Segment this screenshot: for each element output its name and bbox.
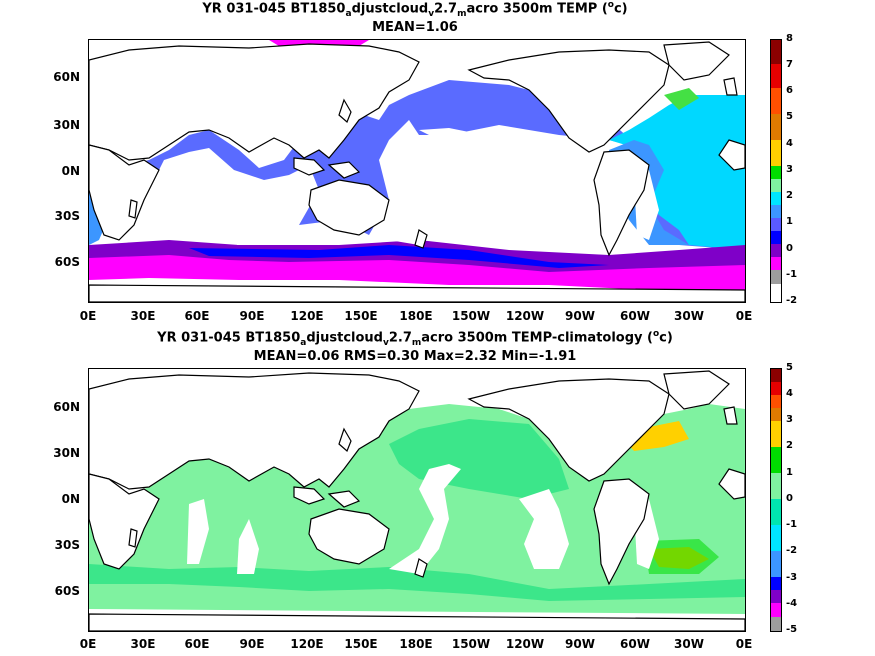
x-tick-label: 90E	[239, 309, 265, 323]
colorbar-tick-label: 5	[786, 111, 793, 122]
panel2-map	[88, 368, 746, 632]
panel1-map	[88, 39, 746, 303]
x-tick-label: 150W	[451, 637, 491, 651]
colorbar-tick-label: 8	[786, 33, 793, 44]
colorbar-tick-label: -2	[786, 545, 798, 556]
y-tick-label: 60S	[54, 255, 80, 269]
x-tick-label: 150E	[344, 637, 378, 651]
x-tick-label: 60E	[184, 637, 210, 651]
x-tick-label: 180E	[399, 309, 433, 323]
colorbar-tick-label: -4	[786, 598, 798, 609]
ridge-gap	[419, 128, 469, 140]
x-tick-label: 30W	[674, 637, 704, 651]
anomaly-fill-yellow	[619, 421, 689, 451]
colorbar-tick-label: 7	[786, 59, 793, 70]
panel2-title: YR 031-045 BT1850adjustcloudv2.7macro 35…	[157, 329, 673, 348]
x-tick-label: 120W	[505, 637, 545, 651]
anomaly-fill-darkgreen	[644, 539, 719, 574]
continents	[89, 370, 745, 631]
x-tick-label: 90W	[565, 637, 595, 651]
ridge-gap	[389, 464, 461, 574]
x-tick-label: 150W	[451, 309, 491, 323]
colorbar-tick-label: 1	[786, 216, 793, 227]
y-tick-label: 30S	[54, 209, 80, 223]
colorbar-tick-label: 4	[786, 388, 793, 399]
x-tick-label: 0E	[79, 637, 97, 651]
y-tick-label: 0N	[61, 164, 80, 178]
north-atlantic-green	[664, 88, 699, 110]
panel2-stats: MEAN=0.06 RMS=0.30 Max=2.32 Min=-1.91	[253, 349, 577, 364]
y-tick-label: 60N	[53, 70, 80, 84]
colorbar-tick-label: 3	[786, 414, 793, 425]
colorbar-tick-label: 0	[786, 243, 793, 254]
ridge-gap	[187, 499, 209, 564]
colorbar-tick-label: 2	[786, 440, 793, 451]
panel1-title: YR 031-045 BT1850adjustcloudv2.7macro 35…	[202, 0, 628, 19]
colorbar-tick-label: 0	[786, 493, 793, 504]
x-tick-label: 120W	[505, 309, 545, 323]
x-tick-label: 0E	[735, 637, 753, 651]
y-tick-label: 60N	[53, 400, 80, 414]
colorbar-tick-label: 4	[786, 138, 793, 149]
atlantic-fill-cyan	[609, 95, 745, 250]
panel1-colorbar	[770, 39, 782, 303]
x-tick-label: 90E	[239, 637, 265, 651]
colorbar-tick-label: 1	[786, 467, 793, 478]
y-tick-label: 30S	[54, 538, 80, 552]
southern-ocean-magenta	[89, 255, 745, 290]
continents	[89, 41, 745, 302]
x-tick-label: 0E	[735, 309, 753, 323]
x-tick-label: 60W	[620, 309, 650, 323]
colorbar-tick-label: 6	[786, 85, 793, 96]
y-tick-label: 30N	[53, 446, 80, 460]
y-tick-label: 60S	[54, 584, 80, 598]
x-tick-label: 30W	[674, 309, 704, 323]
x-tick-label: 0E	[79, 309, 97, 323]
colorbar-tick-label: -1	[786, 269, 798, 280]
southern-ocean-dark-blue	[189, 245, 609, 268]
y-tick-label: 30N	[53, 118, 80, 132]
ridge-gap	[237, 190, 259, 245]
colorbar-tick-label: -2	[786, 295, 798, 306]
ridge-gap	[389, 135, 461, 245]
colorbar-tick-label: 3	[786, 164, 793, 175]
colorbar-tick-label: 5	[786, 362, 793, 373]
panel1-stats: MEAN=1.06	[372, 20, 458, 35]
ridge-gap	[519, 489, 569, 569]
x-tick-label: 60W	[620, 637, 650, 651]
x-tick-label: 120E	[290, 309, 324, 323]
x-tick-label: 90W	[565, 309, 595, 323]
colorbar-tick-label: -5	[786, 624, 798, 635]
x-tick-label: 30E	[130, 637, 156, 651]
panel2-colorbar	[770, 368, 782, 632]
x-tick-label: 120E	[290, 637, 324, 651]
colorbar-tick-label: -3	[786, 572, 798, 583]
colorbar-tick-label: 2	[786, 190, 793, 201]
x-tick-label: 180E	[399, 637, 433, 651]
ridge-gap	[187, 170, 209, 235]
ridge-gap	[519, 160, 569, 240]
x-tick-label: 30E	[130, 309, 156, 323]
ridge-gap	[237, 519, 259, 574]
colorbar-tick-label: -1	[786, 519, 798, 530]
x-tick-label: 150E	[344, 309, 378, 323]
y-tick-label: 0N	[61, 492, 80, 506]
x-tick-label: 60E	[184, 309, 210, 323]
